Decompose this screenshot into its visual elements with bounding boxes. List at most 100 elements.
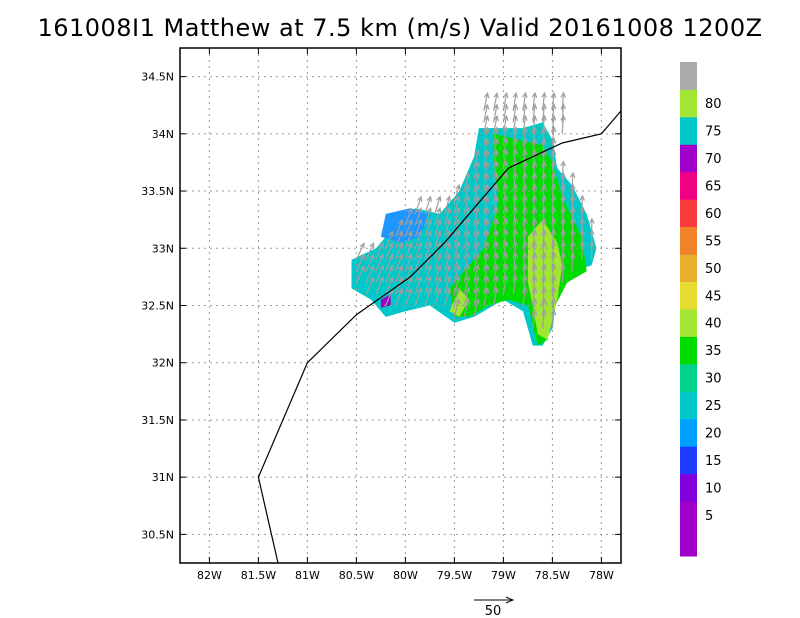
colorbar-label: 45 — [705, 289, 722, 304]
colorbar-label: 10 — [705, 481, 722, 496]
wind-vector-head — [560, 263, 566, 270]
wind-vector-head — [464, 252, 471, 259]
wind-vector — [483, 196, 489, 215]
wind-vector — [444, 219, 451, 237]
wind-vector — [424, 242, 432, 260]
wind-vector-head — [483, 263, 490, 270]
colorbar-bin — [680, 281, 697, 310]
wind-vector — [581, 195, 583, 214]
wind-vector — [532, 150, 536, 169]
wind-vector-head — [417, 287, 423, 294]
colorbar-label: 60 — [705, 207, 722, 222]
wind-vector — [453, 242, 460, 260]
wind-vector — [532, 196, 536, 214]
colorbar-label: 80 — [705, 97, 722, 112]
wind-vector-head — [474, 206, 480, 213]
wind-vector-head — [426, 195, 432, 202]
wind-vector — [522, 218, 527, 237]
wind-vector — [385, 277, 394, 295]
wind-vector — [512, 253, 517, 272]
wind-vector — [532, 310, 536, 329]
wind-vector-head — [483, 194, 490, 202]
wind-vector-head — [493, 137, 499, 145]
wind-vector-head — [522, 91, 528, 98]
wind-vector — [385, 288, 394, 306]
wind-vector-head — [397, 287, 404, 294]
wind-vector-head — [483, 103, 490, 110]
wind-vector — [424, 265, 432, 283]
wind-vector — [463, 196, 470, 215]
wind-vector — [532, 173, 536, 192]
wind-vector-head — [417, 207, 423, 214]
wind-vector — [551, 161, 555, 180]
wind-vector-head — [483, 252, 490, 259]
wind-vector-head — [493, 206, 499, 213]
wind-vector — [542, 287, 546, 306]
wind-vector — [512, 93, 517, 111]
wind-vector — [551, 115, 555, 134]
wind-vector — [365, 254, 375, 272]
wind-vector-head — [369, 253, 375, 260]
wind-vector — [512, 276, 517, 295]
wind-vector-head — [483, 172, 490, 179]
wind-vector — [434, 253, 441, 272]
wind-vector-head — [560, 194, 566, 201]
colorbar-label: 40 — [705, 317, 722, 332]
wind-vector — [453, 184, 460, 203]
wind-vector — [502, 264, 508, 283]
wind-vector-head — [369, 265, 375, 272]
wind-vector — [561, 264, 565, 283]
wind-vector — [414, 196, 422, 215]
wind-vector — [404, 219, 413, 238]
wind-vector — [532, 115, 536, 134]
wind-vector-head — [407, 230, 413, 237]
wind-vector — [512, 138, 517, 157]
wind-vector-head — [388, 264, 394, 271]
wind-vector-head — [474, 149, 480, 156]
wind-vector-head — [397, 241, 404, 248]
wind-vector-head — [397, 230, 404, 237]
wind-vector-head — [483, 114, 490, 122]
wind-vector — [424, 208, 432, 226]
wind-vector — [522, 138, 527, 157]
wind-vector — [522, 196, 527, 214]
wind-vector-head — [417, 275, 423, 283]
wind-vector — [463, 299, 470, 318]
wind-vector-head — [369, 276, 375, 283]
wind-vector — [512, 207, 517, 226]
wind-vector — [473, 264, 479, 283]
wind-vector — [375, 242, 384, 260]
wind-vector — [571, 173, 574, 192]
wind-vector — [522, 287, 527, 306]
wind-vector — [463, 219, 470, 237]
storm-track-line — [257, 110, 622, 564]
wind-vector-head — [417, 195, 423, 202]
wind-vector-head — [474, 195, 480, 202]
wind-vector — [512, 116, 517, 134]
wind-vector-head — [493, 217, 499, 225]
wind-vector-head — [436, 218, 442, 225]
colorbar-label: 55 — [705, 234, 722, 249]
wind-vector-head — [474, 240, 480, 248]
wind-vector — [493, 116, 498, 134]
wind-vector — [532, 138, 536, 157]
wind-vector — [532, 299, 536, 317]
wind-vector — [561, 253, 565, 272]
wind-vector — [493, 127, 498, 146]
wind-vector-head — [388, 230, 394, 237]
wind-vector-head — [560, 206, 566, 213]
wind-vector-head — [493, 240, 499, 248]
wind-vector — [493, 161, 498, 180]
tick-label-lat: 33.5N — [141, 185, 174, 198]
wind-vector-head — [455, 275, 461, 282]
wind-vector-head — [493, 286, 499, 293]
wind-vector — [414, 242, 422, 260]
wind-vector — [463, 276, 470, 295]
wind-vector-head — [550, 91, 557, 98]
wind-vector-head — [436, 275, 442, 282]
wind-vector — [532, 93, 536, 111]
tick-label-lat: 34N — [152, 128, 174, 141]
wind-vector-head — [474, 252, 480, 259]
wind-vector — [453, 276, 460, 295]
wind-vector — [365, 277, 375, 295]
